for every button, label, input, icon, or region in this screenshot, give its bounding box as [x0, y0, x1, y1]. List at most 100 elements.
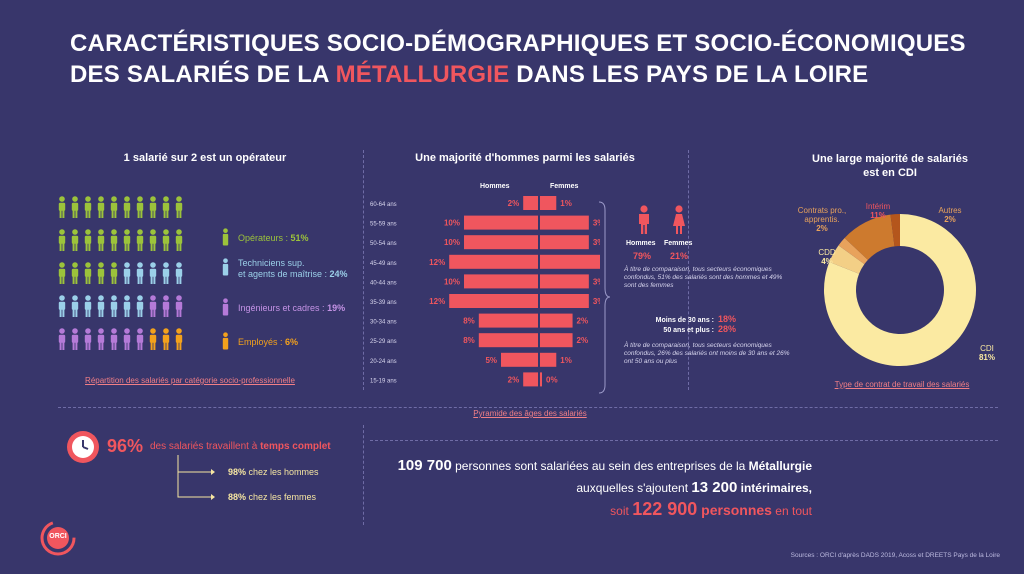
- woman-icon: [673, 205, 685, 234]
- men-value-label: 10%: [444, 219, 460, 228]
- person-icon: [149, 328, 157, 350]
- age-category-label: 20-24 ans: [370, 359, 397, 365]
- summary-number-2: 13 200: [691, 479, 738, 496]
- person-icon: [97, 295, 105, 317]
- label-autres: Autres 2%: [932, 206, 968, 224]
- bar-women: [540, 215, 589, 230]
- age-labels: Moins de 30 ans : 50 ans et plus :: [624, 316, 714, 336]
- pyramid-caption[interactable]: Pyramide des âges des salariés: [473, 409, 587, 418]
- fulltime-percentage: 96%: [107, 436, 144, 456]
- legend-text: Ingénieurs et cadres : 19%: [238, 298, 345, 313]
- person-icon: [136, 262, 144, 284]
- summary-number-3: 122 900: [632, 499, 698, 519]
- divider: [58, 407, 998, 408]
- label-cdi: CDI 81%: [972, 344, 1002, 362]
- label-interim: Intérim 11%: [860, 202, 896, 220]
- person-icon: [222, 258, 229, 276]
- bar-women: [540, 274, 589, 289]
- summary-text-bold: intérimaires,: [737, 481, 812, 495]
- men-value-label: 10%: [444, 238, 460, 247]
- age-pyramid-chart: 60-64 ans 2% 1% 55-59 ans 10% 3% 50-54 ans 10% 3…: [370, 196, 600, 387]
- person-icon: [162, 328, 170, 350]
- person-icon: [175, 262, 183, 284]
- people-icon-grid: [57, 196, 184, 361]
- person-icon: [222, 298, 229, 316]
- women-value-label: 2%: [577, 317, 589, 326]
- age-category-label: 50-54 ans: [370, 241, 397, 247]
- divider: [363, 150, 364, 390]
- tree-lines: [177, 455, 215, 500]
- title-highlight: MÉTALLURGIE: [335, 61, 510, 88]
- legend-value: 51%: [290, 233, 309, 243]
- contract-donut-chart: [824, 214, 976, 366]
- label-text: Autres: [938, 206, 962, 215]
- age-category-label: 15-19 ans: [370, 378, 397, 384]
- person-icon: [136, 328, 144, 350]
- person-icon: [149, 262, 157, 284]
- person-icon: [110, 295, 118, 317]
- csp-caption[interactable]: Répartition des salariés par catégorie s…: [85, 376, 295, 385]
- age-category-label: 35-39 ans: [370, 300, 397, 306]
- summary-line-2: auxquelles s'ajoutent 13 200 intérimaire…: [372, 477, 812, 499]
- person-icon: [71, 295, 79, 317]
- label-text: Contrats pro., apprentis.: [797, 206, 847, 224]
- title-part: DES SALARIÉS DE LA: [70, 61, 336, 88]
- people-row: [57, 328, 184, 350]
- over50-label: 50 ans et plus :: [663, 327, 714, 334]
- summary-text: soit: [610, 504, 633, 518]
- bar-men: [523, 196, 538, 210]
- person-icon: [175, 229, 183, 251]
- bar-women: [540, 372, 542, 387]
- women-value-label: 3%: [593, 238, 600, 247]
- bar-men: [464, 235, 538, 250]
- gender-women-label: Femmes: [664, 240, 693, 247]
- bar-men: [501, 352, 538, 367]
- bar-women: [540, 352, 557, 367]
- contract-title: Une large majorité de salariés est en CD…: [790, 152, 990, 180]
- person-icon: [123, 295, 131, 317]
- donut-slice: [890, 214, 900, 247]
- bar-women: [540, 254, 600, 269]
- over50-value: 28%: [718, 324, 737, 334]
- label-cdd: CDD 4%: [812, 248, 842, 266]
- women-value-label: 2%: [577, 336, 589, 345]
- person-icon: [222, 332, 229, 350]
- person-icon: [149, 196, 157, 218]
- bar-women: [540, 313, 573, 328]
- legend-employes: Employés : 6%: [221, 332, 361, 362]
- divider: [363, 425, 364, 525]
- people-row: [57, 229, 184, 251]
- bar-men: [464, 274, 538, 289]
- person-icon: [162, 229, 170, 251]
- summary-text: personnes sont salariées au sein des ent…: [451, 459, 749, 473]
- person-icon: [58, 262, 66, 284]
- person-icon: [58, 295, 66, 317]
- person-icon: [97, 262, 105, 284]
- pyramid-men-header: Hommes: [480, 183, 510, 190]
- contract-caption[interactable]: Type de contrat de travail des salariés: [834, 380, 970, 389]
- fulltime-men: 98% chez les hommes: [228, 467, 319, 477]
- gender-men-value: 79%: [633, 251, 652, 261]
- gender-women-value: 21%: [670, 251, 689, 261]
- orci-logo-text: ORCI: [49, 533, 67, 540]
- person-icon: [175, 196, 183, 218]
- men-value-label: 2%: [508, 199, 520, 208]
- person-icon: [84, 295, 92, 317]
- person-icon: [71, 196, 79, 218]
- person-icon: [136, 196, 144, 218]
- under30-label: Moins de 30 ans :: [655, 317, 714, 324]
- person-icon: [149, 229, 157, 251]
- fulltime-women-value: 88%: [228, 492, 247, 502]
- divider: [370, 440, 998, 441]
- age-values: 18% 28%: [718, 314, 736, 334]
- fulltime-text-bold: temps complet: [260, 441, 331, 452]
- under30-value: 18%: [718, 314, 737, 324]
- person-icon: [58, 196, 66, 218]
- person-icon: [175, 295, 183, 317]
- person-icon: [84, 262, 92, 284]
- label-value: 11%: [870, 211, 886, 220]
- label-value: 2%: [944, 215, 956, 224]
- person-icon: [58, 229, 66, 251]
- person-icon: [123, 196, 131, 218]
- person-icon: [71, 328, 79, 350]
